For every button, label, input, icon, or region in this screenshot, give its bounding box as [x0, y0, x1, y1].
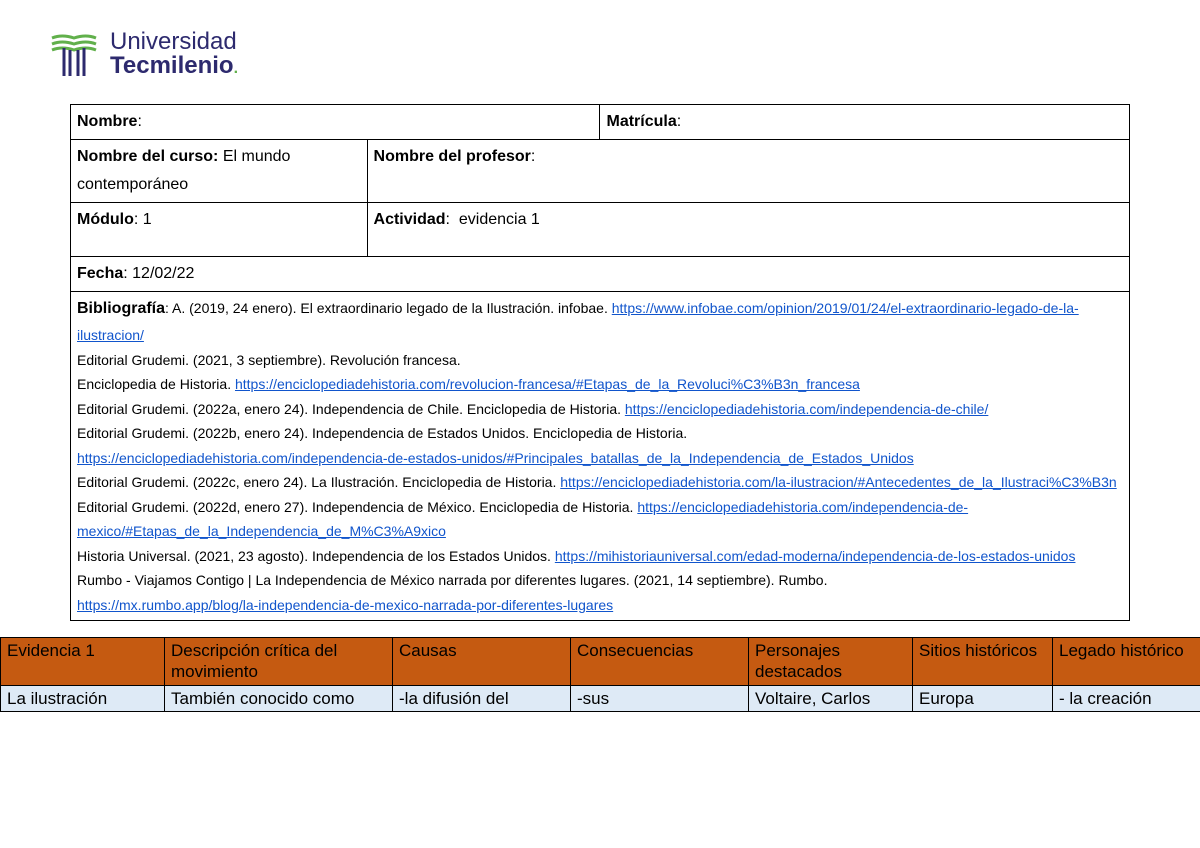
- matricula-label: Matrícula: [606, 113, 676, 130]
- evidence-cell: Voltaire, Carlos: [749, 685, 913, 711]
- actividad-cell: Actividad: evidencia 1: [367, 203, 1129, 257]
- matricula-cell: Matrícula:: [600, 105, 1130, 140]
- evidence-header: Personajes destacados: [749, 638, 913, 686]
- bibliografia-label: Bibliografía: [77, 300, 165, 317]
- evidence-header: Causas: [393, 638, 571, 686]
- course-info-table: Nombre: Matrícula: Nombre del curso: El …: [70, 104, 1130, 621]
- bib-text: Historia Universal. (2021, 23 agosto). I…: [77, 548, 555, 564]
- bib-text: Rumbo - Viajamos Contigo | La Independen…: [77, 572, 827, 588]
- evidence-cell: También conocido como: [165, 685, 393, 711]
- fecha-value: 12/02/22: [132, 265, 194, 282]
- fecha-cell: Fecha: 12/02/22: [71, 257, 1130, 292]
- evidence-header: Legado histórico: [1053, 638, 1200, 686]
- curso-cell: Nombre del curso: El mundo contemporáneo: [71, 140, 368, 203]
- bib-link[interactable]: https://mx.rumbo.app/blog/la-independenc…: [77, 597, 613, 613]
- bib-link[interactable]: https://enciclopediadehistoria.com/la-il…: [560, 474, 1116, 490]
- bib-link[interactable]: https://mihistoriauniversal.com/edad-mod…: [555, 548, 1076, 564]
- profesor-label: Nombre del profesor: [374, 148, 531, 165]
- modulo-cell: Módulo: 1: [71, 203, 368, 257]
- evidence-cell: La ilustración: [1, 685, 165, 711]
- actividad-value: evidencia 1: [459, 211, 540, 228]
- logo-mark-icon: [48, 28, 100, 80]
- bib-link[interactable]: https://enciclopediadehistoria.com/indep…: [77, 450, 914, 466]
- evidence-table: Evidencia 1Descripción crítica del movim…: [0, 637, 1200, 712]
- evidence-header: Descripción crítica del movimiento: [165, 638, 393, 686]
- bib-text: Editorial Grudemi. (2021, 3 septiembre).…: [77, 352, 461, 368]
- logo-text-line1: Universidad: [110, 30, 238, 54]
- evidence-cell: - la creación: [1053, 685, 1200, 711]
- modulo-label: Módulo: [77, 211, 134, 228]
- logo-text-line2: Tecmilenio: [110, 52, 234, 79]
- bib-text: Editorial Grudemi. (2022a, enero 24). In…: [77, 401, 625, 417]
- fecha-label: Fecha: [77, 265, 123, 282]
- bib-text: Editorial Grudemi. (2022c, enero 24). La…: [77, 474, 560, 490]
- actividad-label: Actividad: [374, 211, 446, 228]
- logo-text: Universidad Tecmilenio.: [110, 30, 238, 78]
- bib-text: Enciclopedia de Historia.: [77, 376, 235, 392]
- evidence-header: Consecuencias: [571, 638, 749, 686]
- evidence-header: Sitios históricos: [913, 638, 1053, 686]
- bibliografia-cell: Bibliografía: A. (2019, 24 enero). El ex…: [71, 292, 1130, 621]
- nombre-label: Nombre: [77, 113, 137, 130]
- evidence-cell: -la difusión del: [393, 685, 571, 711]
- evidence-cell: -sus: [571, 685, 749, 711]
- bib-text: : A. (2019, 24 enero). El extraordinario…: [165, 300, 612, 316]
- evidence-header: Evidencia 1: [1, 638, 165, 686]
- nombre-cell: Nombre:: [71, 105, 600, 140]
- evidence-cell: Europa: [913, 685, 1053, 711]
- curso-label: Nombre del curso:: [77, 148, 218, 165]
- modulo-value: 1: [143, 211, 152, 228]
- bib-text: Editorial Grudemi. (2022d, enero 27). In…: [77, 499, 637, 515]
- bib-link[interactable]: https://enciclopediadehistoria.com/revol…: [235, 376, 860, 392]
- logo-dot-icon: .: [234, 60, 238, 77]
- bib-text: Editorial Grudemi. (2022b, enero 24). In…: [77, 425, 687, 441]
- profesor-cell: Nombre del profesor:: [367, 140, 1129, 203]
- bib-link[interactable]: https://enciclopediadehistoria.com/indep…: [625, 401, 988, 417]
- university-logo: Universidad Tecmilenio.: [48, 28, 1200, 80]
